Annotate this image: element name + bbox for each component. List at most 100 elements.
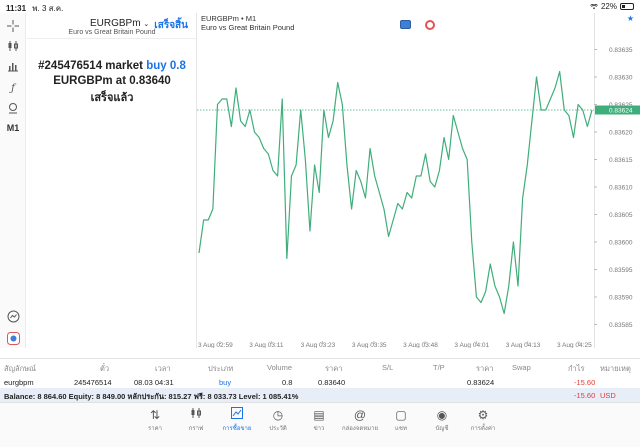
col-ticket: ตั๋ว: [100, 364, 110, 373]
favorite-star-icon[interactable]: ★: [626, 14, 634, 23]
x-tick-label: 3 Aug 03:11: [249, 342, 284, 348]
trade-icon[interactable]: [4, 331, 22, 345]
col-tp: T/P: [433, 363, 445, 372]
settings-icon: ⚙: [477, 408, 489, 422]
col-price: ราคา: [325, 364, 343, 373]
row-price: 0.83640: [318, 378, 346, 387]
chart-icon: [174, 407, 218, 423]
price-series-line: [198, 70, 593, 315]
nav-label: บัญชี: [435, 426, 449, 432]
order-summary: #245476514 market buy 0.8: [27, 59, 197, 74]
mailbox-icon: @: [353, 408, 367, 422]
y-tick-label: 0.83610: [609, 185, 633, 192]
table-row[interactable]: eurgbpm 245476514 08.03 04:31 buy 0.8 0.…: [0, 375, 640, 389]
left-toolbar: ƒ M1: [0, 13, 26, 348]
col-symbol: สัญลักษณ์: [4, 364, 37, 373]
chart-controls: [400, 20, 435, 30]
col-type: ประเภท: [208, 364, 234, 373]
timeframe-button[interactable]: M1: [6, 123, 20, 133]
symbol-selector[interactable]: EURGBPm ⌄: [90, 18, 149, 29]
y-tick-label: 0.83595: [609, 267, 633, 274]
y-tick-label: 0.83615: [609, 157, 633, 164]
col-volume: Volume: [267, 363, 293, 372]
trade-icon: [215, 407, 259, 423]
col-profit: กำไร: [568, 364, 585, 373]
news-icon: ▤: [313, 408, 325, 422]
chart-description: Euro vs Great Britain Pound: [201, 23, 295, 32]
indicators-icon[interactable]: [4, 59, 22, 73]
nav-quotes[interactable]: ⇅ ราคา: [133, 407, 177, 433]
wifi-icon: [590, 3, 598, 9]
trade-panel-header: EURGBPm ⌄ เสร็จสิ้น Euro vs Great Britai…: [27, 13, 196, 39]
order-price-line: EURGBPm at 0.83640: [27, 74, 197, 89]
x-tick-label: 3 Aug 04:25: [557, 342, 592, 348]
trade-confirmation-panel: EURGBPm ⌄ เสร็จสิ้น Euro vs Great Britai…: [27, 13, 197, 125]
nav-trade[interactable]: การซื้อขาย: [215, 407, 259, 433]
order-status: เสร็จแล้ว: [90, 92, 134, 104]
objects-icon[interactable]: [4, 101, 22, 115]
y-tick-label: 0.83605: [609, 212, 633, 219]
nav-label: การตั้งค่า: [470, 426, 496, 432]
nav-label: ข่าว: [313, 426, 325, 432]
nav-label: การซื้อขาย: [222, 426, 252, 432]
nav-label: แชท: [395, 426, 407, 432]
nav-news[interactable]: ▤ ข่าว: [297, 407, 341, 433]
symbol-description: Euro vs Great Britain Pound: [68, 29, 156, 36]
trade-levels-icon[interactable]: [425, 20, 435, 30]
current-price-label: 0.83624: [609, 108, 633, 115]
status-time: 11:31: [6, 4, 27, 13]
nav-label: ราคา: [148, 426, 162, 432]
nav-settings[interactable]: ⚙ การตั้งค่า: [461, 407, 505, 433]
chart-symbol: EURGBPm • M1: [201, 14, 257, 23]
order-action: buy 0.8: [146, 60, 186, 72]
y-tick-label: 0.83585: [609, 322, 633, 329]
total-profit: -15.60: [574, 391, 596, 400]
x-tick-label: 3 Aug 03:48: [403, 342, 438, 348]
nav-label: กล่องจดหมาย: [341, 426, 379, 432]
chart-title: EURGBPm • M1 Euro vs Great Britain Pound: [201, 14, 294, 32]
battery-icon: [620, 3, 634, 10]
price-chart[interactable]: 0.836350.836300.836250.836200.836150.836…: [197, 13, 640, 348]
x-tick-label: 3 Aug 02:59: [198, 342, 233, 348]
row-profit: -15.60: [574, 378, 596, 387]
balance-line: Balance: 8 864.60 Equity: 8 849.00 หลักป…: [4, 392, 299, 401]
fx-icon[interactable]: ƒ: [11, 82, 15, 94]
col-current: ราคา: [476, 364, 494, 373]
chart-settings-icon[interactable]: [4, 309, 22, 323]
order-price: 0.83640: [129, 75, 171, 87]
order-price-prefix: EURGBPm at: [53, 75, 130, 87]
one-click-trading-icon[interactable]: [400, 20, 411, 29]
x-tick-label: 3 Aug 03:35: [352, 342, 387, 348]
candles-icon[interactable]: [4, 39, 22, 53]
order-id: #245476514 market: [38, 60, 147, 72]
y-tick-label: 0.83630: [609, 75, 633, 82]
y-tick-label: 0.83620: [609, 130, 633, 137]
crosshair-icon[interactable]: [4, 19, 22, 33]
nav-chart[interactable]: กราฟ: [174, 407, 218, 433]
chat-icon: ▢: [395, 408, 407, 422]
col-time: เวลา: [155, 364, 171, 373]
bottom-navigation: ⇅ ราคา กราฟ การซื้อขาย ◷ ประวัติ ▤ ข่าว …: [0, 402, 640, 447]
trade-result: #245476514 market buy 0.8 EURGBPm at 0.8…: [27, 59, 197, 106]
current-price-tag: [595, 105, 640, 115]
nav-history[interactable]: ◷ ประวัติ: [256, 407, 300, 433]
panel-empty-area: [27, 125, 197, 348]
row-volume: 0.8: [282, 378, 293, 387]
nav-label: ประวัติ: [269, 426, 287, 432]
row-time: 08.03 04:31: [134, 378, 174, 387]
battery-percent: 22%: [600, 2, 617, 11]
history-icon: ◷: [272, 408, 284, 422]
done-button[interactable]: เสร็จสิ้น: [154, 20, 188, 31]
x-tick-label: 3 Aug 03:23: [301, 342, 336, 348]
col-comment: หมายเหตุ: [600, 364, 631, 373]
nav-chat[interactable]: ▢ แชท: [379, 407, 423, 433]
quotes-icon: ⇅: [149, 408, 161, 422]
x-tick-label: 3 Aug 04:01: [454, 342, 489, 348]
nav-account[interactable]: ◉ บัญชี: [420, 407, 464, 433]
chart-canvas[interactable]: 0.836350.836300.836250.836200.836150.836…: [197, 13, 640, 348]
row-type: buy: [219, 378, 232, 387]
account-icon: ◉: [436, 408, 448, 422]
nav-mailbox[interactable]: @ กล่องจดหมาย: [338, 407, 382, 433]
table-header: สัญลักษณ์ ตั๋ว เวลา ประเภท Volume ราคา S…: [0, 360, 640, 374]
status-right: 22%: [590, 2, 634, 11]
